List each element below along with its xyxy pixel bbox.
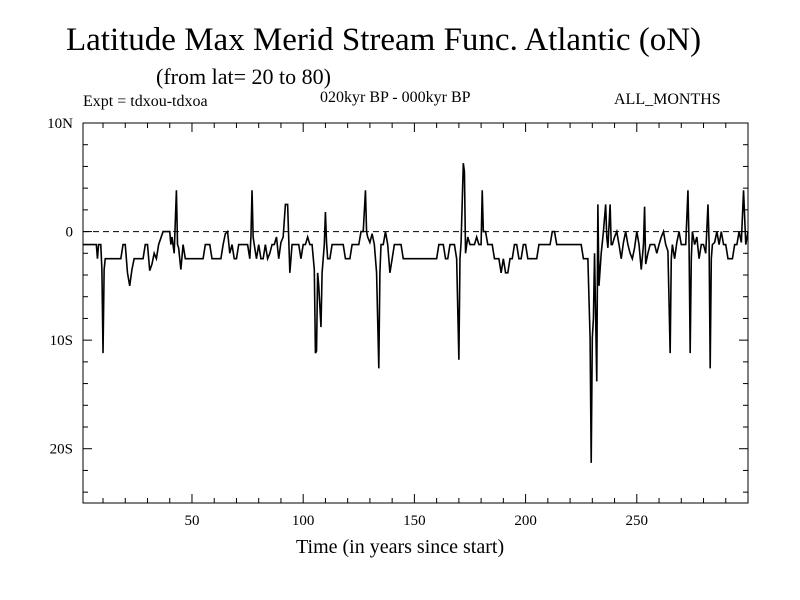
experiment-label: Expt = tdxou-tdxoa	[83, 93, 208, 110]
y-tick-label: 10S	[50, 333, 73, 349]
x-tick-label: 100	[292, 513, 315, 529]
x-axis-label: Time (in years since start)	[296, 536, 505, 558]
y-tick-label: 20S	[50, 442, 73, 458]
y-tick-label: 10N	[47, 116, 73, 132]
axes	[82, 122, 749, 504]
period-label: 020kyr BP - 000kyr BP	[320, 89, 471, 106]
chart-title: Latitude Max Merid Stream Func. Atlantic…	[66, 22, 702, 58]
tick-labels: 50 100 150 200 250 10N 0 10S 20S	[47, 116, 648, 529]
x-tick-label: 150	[403, 513, 426, 529]
ticks	[83, 122, 748, 503]
plot-frame	[82, 122, 749, 504]
y-tick-label: 0	[66, 225, 74, 241]
series	[83, 163, 749, 463]
months-label: ALL_MONTHS	[614, 91, 721, 108]
x-tick-label: 250	[626, 513, 649, 529]
series-line	[83, 163, 749, 463]
chart-subtitle: (from lat= 20 to 80)	[156, 64, 331, 89]
x-tick-label: 200	[514, 513, 537, 529]
x-tick-label: 50	[184, 513, 199, 529]
